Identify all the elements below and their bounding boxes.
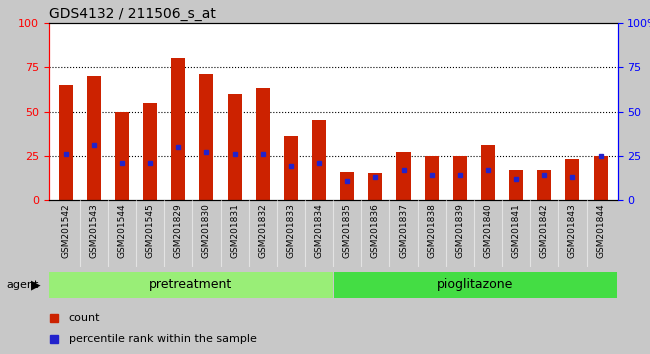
Text: GSM201837: GSM201837 <box>399 203 408 258</box>
Bar <box>284 136 298 200</box>
Bar <box>340 172 354 200</box>
Text: GSM201841: GSM201841 <box>512 203 521 258</box>
Bar <box>227 94 242 200</box>
Text: percentile rank within the sample: percentile rank within the sample <box>69 334 257 344</box>
Text: GSM201831: GSM201831 <box>230 203 239 258</box>
Text: GSM201842: GSM201842 <box>540 203 549 258</box>
Text: GSM201843: GSM201843 <box>568 203 577 258</box>
Bar <box>566 159 580 200</box>
Text: GSM201844: GSM201844 <box>596 203 605 258</box>
Bar <box>115 112 129 200</box>
Text: pretreatment: pretreatment <box>150 279 233 291</box>
Text: GDS4132 / 211506_s_at: GDS4132 / 211506_s_at <box>49 7 216 21</box>
Bar <box>86 76 101 200</box>
Text: agent: agent <box>6 280 39 290</box>
Bar <box>593 156 608 200</box>
Bar <box>49 272 333 298</box>
Text: ▶: ▶ <box>31 279 40 291</box>
Text: GSM201838: GSM201838 <box>427 203 436 258</box>
Bar <box>453 156 467 200</box>
Text: GSM201829: GSM201829 <box>174 203 183 258</box>
Bar <box>200 74 213 200</box>
Bar <box>424 156 439 200</box>
Text: GSM201833: GSM201833 <box>287 203 295 258</box>
Text: GSM201839: GSM201839 <box>456 203 464 258</box>
Text: GSM201544: GSM201544 <box>118 203 127 258</box>
Text: GSM201545: GSM201545 <box>146 203 155 258</box>
Bar <box>369 173 382 200</box>
Bar <box>396 152 411 200</box>
Bar <box>333 272 617 298</box>
Bar <box>509 170 523 200</box>
Text: GSM201834: GSM201834 <box>315 203 324 258</box>
Bar <box>312 120 326 200</box>
Bar <box>58 85 73 200</box>
Text: GSM201836: GSM201836 <box>371 203 380 258</box>
Text: count: count <box>69 313 100 323</box>
Text: GSM201832: GSM201832 <box>258 203 267 258</box>
Text: GSM201542: GSM201542 <box>61 203 70 258</box>
Bar <box>143 103 157 200</box>
Text: GSM201835: GSM201835 <box>343 203 352 258</box>
Bar <box>481 145 495 200</box>
Text: GSM201840: GSM201840 <box>484 203 493 258</box>
Text: GSM201830: GSM201830 <box>202 203 211 258</box>
Text: GSM201543: GSM201543 <box>89 203 98 258</box>
Bar <box>171 58 185 200</box>
Text: pioglitazone: pioglitazone <box>437 279 514 291</box>
Bar <box>255 88 270 200</box>
Bar <box>538 170 551 200</box>
